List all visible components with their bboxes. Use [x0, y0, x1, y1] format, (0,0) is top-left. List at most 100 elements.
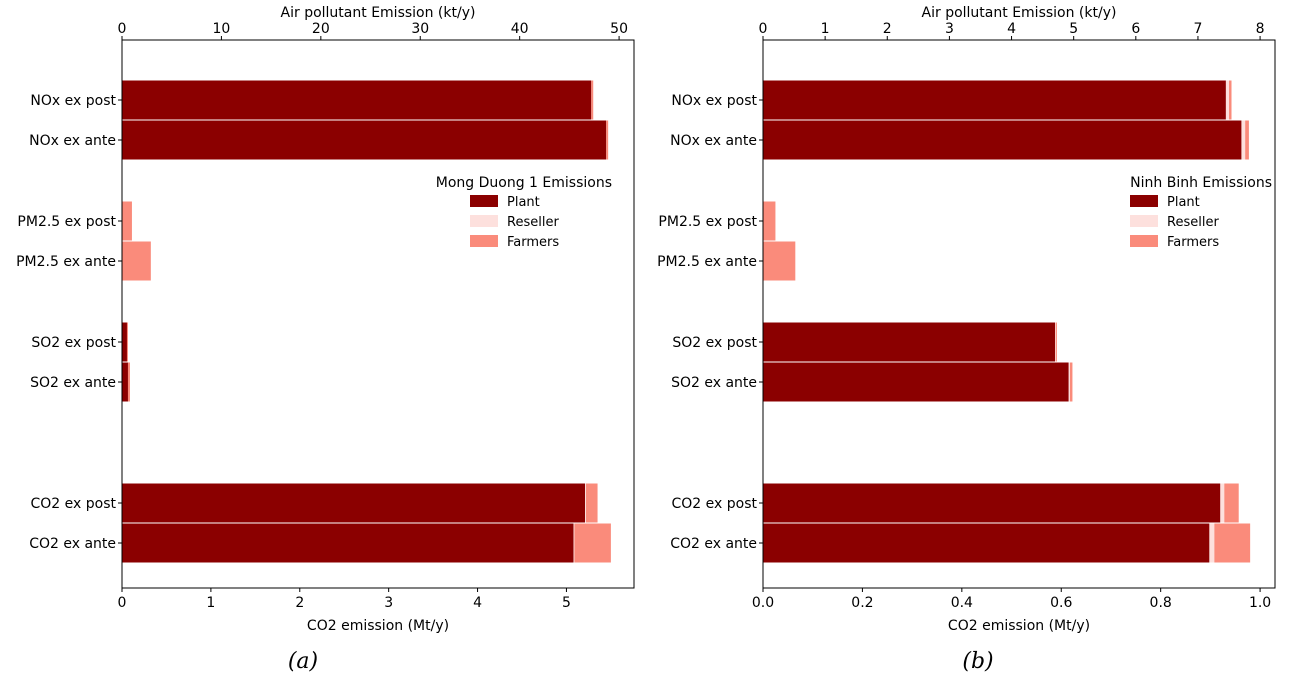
- legend-label-plant: Plant: [1167, 195, 1200, 210]
- legend-title: Ninh Binh Emissions: [1130, 175, 1272, 191]
- plot-frame: [121, 39, 635, 589]
- bar-nox-ex-post-reseller: [1225, 80, 1230, 120]
- legend-label-farmers: Farmers: [1167, 235, 1219, 250]
- bottom-tick-label: 0.2: [851, 595, 873, 611]
- y-tick-label: CO2 ex ante: [29, 536, 116, 552]
- bar-co2-ex-ante-plant: [122, 523, 574, 563]
- bottom-tick-label: 5: [562, 595, 571, 611]
- bar-nox-ex-post-plant: [122, 80, 592, 120]
- bar-co2-ex-post-plant: [122, 483, 586, 523]
- bar-pm2.5-ex-post-farmers: [763, 201, 776, 241]
- y-tick-label: NOx ex ante: [670, 133, 757, 149]
- bar-so2-ex-post-farmers: [126, 322, 128, 362]
- y-tick-label: SO2 ex post: [672, 335, 757, 351]
- top-tick-label: 50: [610, 21, 628, 37]
- top-tick-label: 5: [1069, 21, 1078, 37]
- chart-0: NOx ex post NOx ex ante PM2.5 ex post PM2.5…: [16, 5, 635, 674]
- bar-so2-ex-ante-plant: [122, 362, 128, 402]
- bar-nox-ex-post-farmers: [591, 80, 594, 120]
- top-tick-label: 0: [118, 21, 127, 37]
- bar-nox-ex-ante-plant: [122, 120, 607, 160]
- legend-swatch-farmers: [470, 235, 498, 247]
- bar-co2-ex-ante-reseller: [573, 523, 575, 563]
- y-tick-label: SO2 ex post: [31, 335, 116, 351]
- bar-so2-ex-post-plant: [122, 322, 127, 362]
- bar-co2-ex-ante-plant: [763, 523, 1210, 563]
- y-tick-label: CO2 ex post: [31, 496, 117, 512]
- bar-so2-ex-post-plant: [763, 322, 1056, 362]
- top-tick-label: 4: [1007, 21, 1016, 37]
- bottom-axis-title: CO2 emission (Mt/y): [948, 618, 1090, 634]
- legend: Mong Duong 1 Emissions Plant Reseller Farme…: [436, 175, 612, 250]
- legend-swatch-farmers: [1130, 235, 1158, 247]
- top-tick-label: 30: [411, 21, 429, 37]
- y-tick-label: PM2.5 ex ante: [657, 254, 757, 270]
- chart-caption: (a): [288, 649, 318, 674]
- bar-nox-ex-post-farmers: [1229, 80, 1232, 120]
- y-tick-label: NOx ex post: [671, 93, 757, 109]
- top-tick-label: 2: [883, 21, 892, 37]
- bar-co2-ex-ante-reseller: [1209, 523, 1215, 563]
- bar-nox-ex-ante-farmers: [1245, 120, 1249, 160]
- bottom-tick-label: 0.6: [1050, 595, 1072, 611]
- top-tick-label: 8: [1256, 21, 1265, 37]
- bar-co2-ex-ante-farmers: [1214, 523, 1251, 563]
- y-tick-label: PM2.5 ex post: [17, 214, 116, 230]
- legend-swatch-reseller: [1130, 215, 1158, 227]
- bar-co2-ex-post-reseller: [1220, 483, 1225, 523]
- chart-caption: (b): [962, 649, 993, 674]
- chart-1: NOx ex post NOx ex ante PM2.5 ex post PM2.5…: [657, 5, 1276, 674]
- bar-so2-ex-ante-plant: [763, 362, 1069, 402]
- y-tick-label: SO2 ex ante: [671, 375, 757, 391]
- bar-pm2.5-ex-ante-farmers: [122, 241, 151, 281]
- bottom-tick-label: 4: [473, 595, 482, 611]
- bar-co2-ex-post-plant: [763, 483, 1221, 523]
- bar-co2-ex-post-reseller: [585, 483, 586, 523]
- top-tick-label: 6: [1131, 21, 1140, 37]
- plot-frame: [762, 39, 1276, 589]
- y-tick-label: CO2 ex post: [672, 496, 758, 512]
- bottom-tick-label: 1.0: [1249, 595, 1271, 611]
- bar-nox-ex-ante-plant: [763, 120, 1242, 160]
- legend-label-farmers: Farmers: [507, 235, 559, 250]
- top-tick-label: 1: [821, 21, 830, 37]
- bar-so2-ex-ante-farmers: [1069, 362, 1073, 402]
- bar-so2-ex-ante-farmers: [127, 362, 130, 402]
- bottom-tick-label: 0.0: [752, 595, 774, 611]
- bottom-tick-label: 0: [118, 595, 127, 611]
- top-axis-title: Air pollutant Emission (kt/y): [922, 5, 1117, 21]
- legend-label-reseller: Reseller: [507, 215, 559, 230]
- bottom-tick-label: 2: [295, 595, 304, 611]
- top-tick-label: 40: [511, 21, 529, 37]
- bar-co2-ex-post-farmers: [1224, 483, 1239, 523]
- bar-pm2.5-ex-ante-farmers: [763, 241, 796, 281]
- bar-nox-ex-ante-reseller: [1241, 120, 1246, 160]
- bottom-tick-label: 0.4: [951, 595, 973, 611]
- legend-title: Mong Duong 1 Emissions: [436, 175, 612, 191]
- bottom-tick-label: 0.8: [1150, 595, 1172, 611]
- bar-co2-ex-post-farmers: [586, 483, 598, 523]
- bar-co2-ex-ante-farmers: [574, 523, 611, 563]
- legend-swatch-plant: [1130, 195, 1158, 207]
- bar-so2-ex-post-farmers: [1055, 322, 1057, 362]
- top-axis-title: Air pollutant Emission (kt/y): [281, 5, 476, 21]
- bar-nox-ex-post-plant: [763, 80, 1226, 120]
- bar-so2-ex-post-reseller: [1055, 322, 1056, 362]
- legend-swatch-reseller: [470, 215, 498, 227]
- y-tick-label: PM2.5 ex post: [658, 214, 757, 230]
- y-tick-label: SO2 ex ante: [30, 375, 116, 391]
- top-tick-label: 0: [759, 21, 768, 37]
- legend-swatch-plant: [470, 195, 498, 207]
- top-tick-label: 20: [312, 21, 330, 37]
- bottom-axis-title: CO2 emission (Mt/y): [307, 618, 449, 634]
- y-tick-label: NOx ex post: [30, 93, 116, 109]
- bar-pm2.5-ex-post-farmers: [122, 201, 132, 241]
- bar-nox-ex-ante-farmers: [606, 120, 609, 160]
- bottom-tick-label: 1: [206, 595, 215, 611]
- top-tick-label: 3: [945, 21, 954, 37]
- legend-label-plant: Plant: [507, 195, 540, 210]
- legend: Ninh Binh Emissions Plant Reseller Farmers: [1130, 175, 1272, 250]
- bottom-tick-label: 3: [384, 595, 393, 611]
